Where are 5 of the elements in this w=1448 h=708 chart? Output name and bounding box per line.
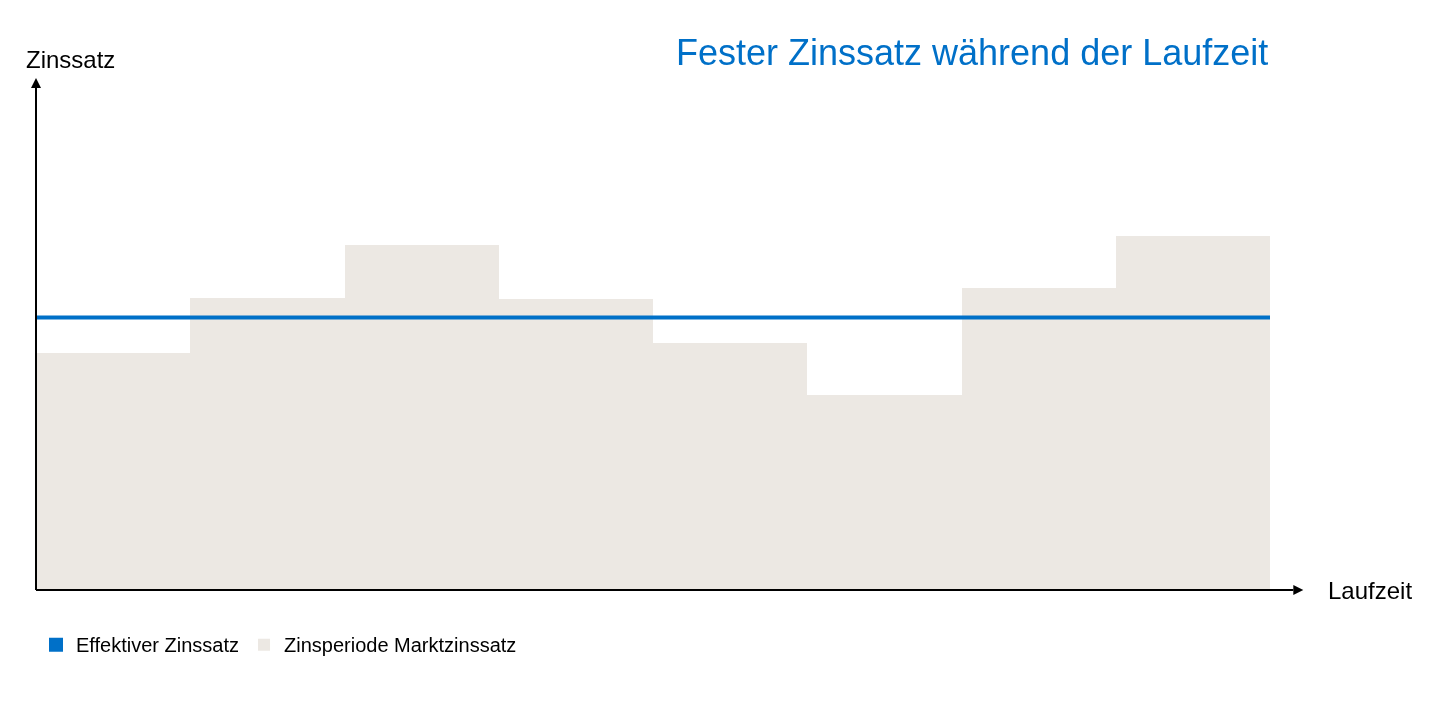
x-axis-title: Laufzeit bbox=[1328, 577, 1413, 604]
legend-label: Effektiver Zinssatz bbox=[76, 634, 240, 657]
legend-label: Zinsperiode Marktzinssatz bbox=[284, 634, 517, 657]
text: Zinssatz bbox=[26, 46, 116, 73]
chart-title: Fester Zinssatz während der Laufzeit bbox=[676, 32, 1269, 73]
